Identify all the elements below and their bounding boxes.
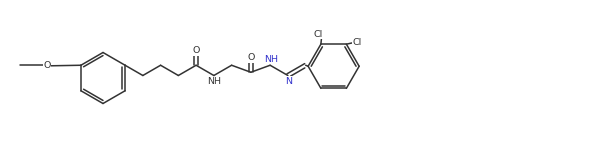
Text: O: O xyxy=(247,53,255,62)
Text: O: O xyxy=(43,61,51,70)
Text: Cl: Cl xyxy=(313,30,323,39)
Text: O: O xyxy=(193,46,200,55)
Text: N: N xyxy=(285,77,292,86)
Text: Cl: Cl xyxy=(353,38,362,47)
Text: NH: NH xyxy=(207,77,221,86)
Text: NH: NH xyxy=(264,55,278,64)
